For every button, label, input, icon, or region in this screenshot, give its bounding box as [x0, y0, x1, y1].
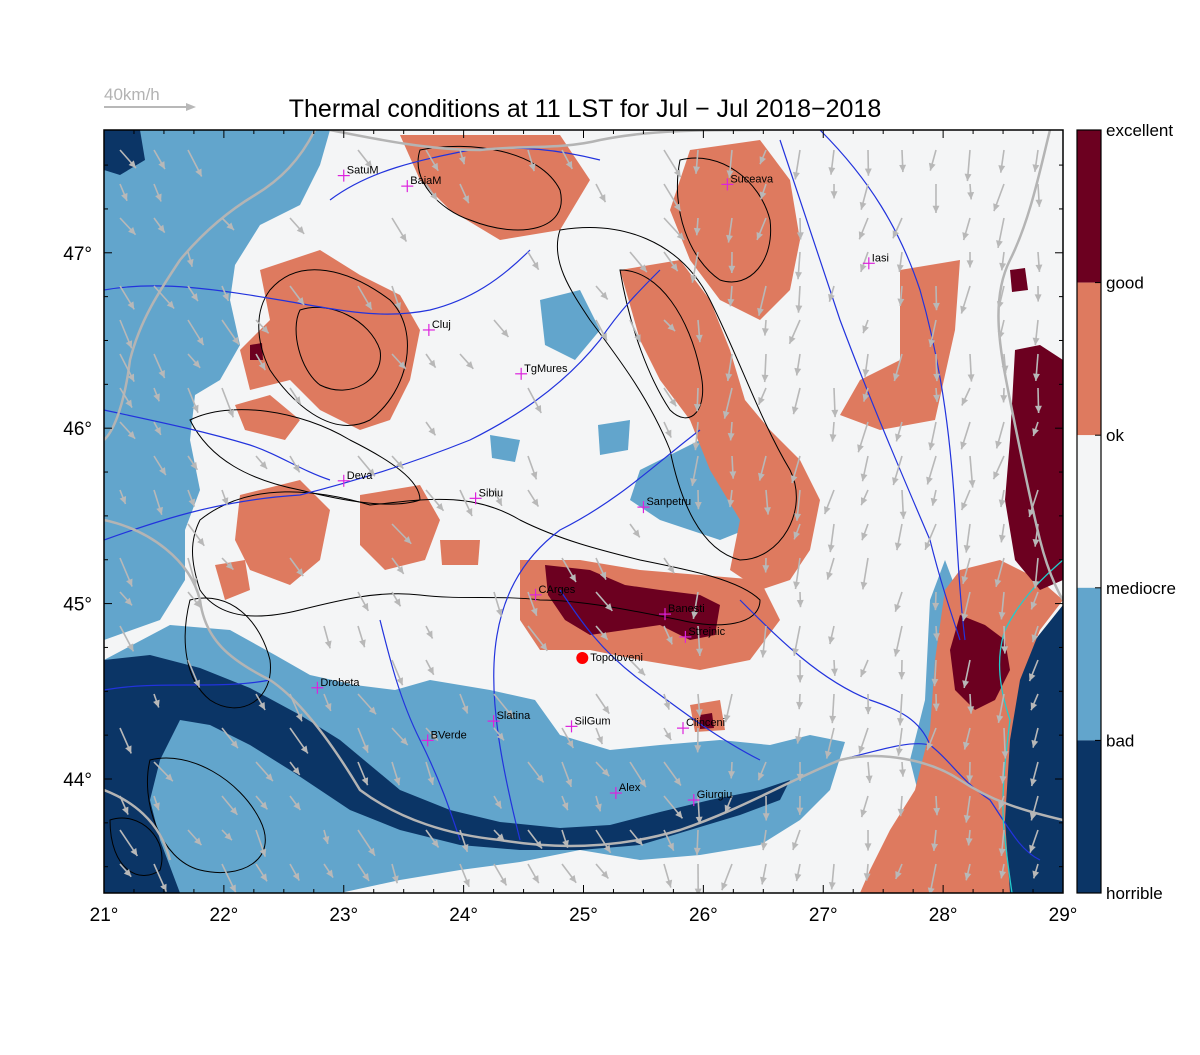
colorbar-segment [1077, 588, 1101, 741]
lat-tick-label: 45° [63, 595, 92, 616]
city-label: Giurgiu [697, 789, 732, 801]
city-label: Alex [619, 782, 641, 794]
colorbar-segment [1077, 283, 1101, 436]
lat-tick-label: 44° [63, 770, 92, 791]
map-panel: SatuM BaiaM Suceava Iasi Cluj TgMures Deva Sibi… [104, 130, 1063, 896]
city-label: SatuM [347, 165, 379, 177]
lon-tick-label: 27° [809, 905, 838, 926]
colorbar-label: ok [1106, 426, 1124, 445]
lon-tick-label: 25° [569, 905, 598, 926]
excellent-zone-ne-spot [1010, 268, 1028, 292]
wind-legend-label: 40km/h [104, 85, 160, 104]
highlight-site: Topoloveni [576, 652, 643, 664]
city-label: SilGum [575, 715, 611, 727]
highlight-site-label: Topoloveni [590, 652, 643, 664]
colorbar-segment [1077, 130, 1101, 283]
lon-tick-label: 28° [929, 905, 958, 926]
lat-tick-label: 47° [63, 244, 92, 265]
city-label: CArges [539, 584, 576, 596]
city-label: Banesti [668, 603, 705, 615]
lat-tick-label: 46° [63, 419, 92, 440]
highlight-site-marker [576, 652, 588, 664]
colorbar-label: good [1106, 274, 1144, 293]
wind-speed-legend: 40km/h [104, 85, 196, 111]
lon-tick-label: 29° [1049, 905, 1078, 926]
city-label: BaiaM [410, 175, 441, 187]
lon-tick-label: 26° [689, 905, 718, 926]
colorbar-label: bad [1106, 731, 1134, 750]
city-label: Strejnic [688, 626, 725, 638]
city-label: Sibiu [479, 487, 503, 499]
colorbar-label: excellent [1106, 121, 1173, 140]
city-label: TgMures [524, 363, 568, 375]
city-label: Clinceni [686, 717, 725, 729]
city-label: Suceava [730, 173, 774, 185]
colorbar-segment [1077, 435, 1101, 588]
city-label: Deva [347, 470, 374, 482]
city-label: Drobeta [320, 677, 360, 689]
bad-zone-small-1 [598, 420, 630, 455]
lon-tick-label: 23° [329, 905, 358, 926]
colorbar-label: mediocre [1106, 579, 1176, 598]
colorbar-segment [1077, 740, 1101, 893]
lon-tick-label: 24° [449, 905, 478, 926]
city-label: Cluj [432, 319, 451, 331]
good-zone-small-2 [440, 540, 480, 565]
city-label: BVerde [431, 729, 467, 741]
city-label: Sanpetru [646, 496, 691, 508]
colorbar: excellent good ok mediocre bad horrible [1077, 121, 1176, 903]
wind-legend-arrow-head [186, 103, 196, 111]
city-label: Slatina [497, 710, 532, 722]
lon-tick-label: 22° [210, 905, 239, 926]
lon-tick-label: 21° [90, 905, 119, 926]
city-label: Iasi [872, 252, 889, 264]
colorbar-label: horrible [1106, 884, 1163, 903]
map-title: Thermal conditions at 11 LST for Jul − J… [289, 95, 882, 123]
